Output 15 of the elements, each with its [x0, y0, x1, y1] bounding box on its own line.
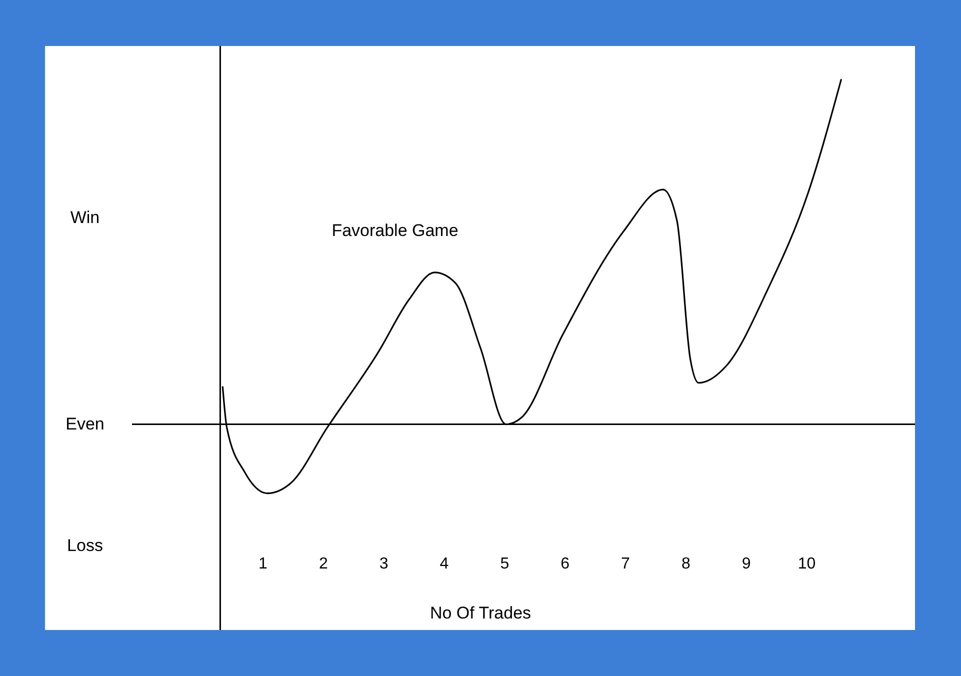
x-tick-label: 1 — [258, 556, 268, 572]
x-axis-title: No Of Trades — [430, 604, 532, 622]
x-tick-label: 7 — [621, 556, 630, 572]
text: Loss — [67, 536, 103, 555]
x-tick-label: 2 — [318, 556, 328, 572]
x-tick-label: 9 — [742, 556, 751, 572]
x-tick-label: 10 — [798, 556, 816, 572]
x-tick-label: 6 — [560, 556, 570, 572]
x-tick-label: 8 — [681, 556, 690, 572]
annotation: Favorable Game — [332, 221, 458, 240]
x-tick-label: 3 — [379, 556, 388, 572]
x-tick-label: 5 — [500, 556, 510, 572]
x-tick-label: 4 — [440, 556, 449, 572]
annotation: Win — [70, 208, 100, 227]
annotation: Even — [66, 414, 104, 434]
